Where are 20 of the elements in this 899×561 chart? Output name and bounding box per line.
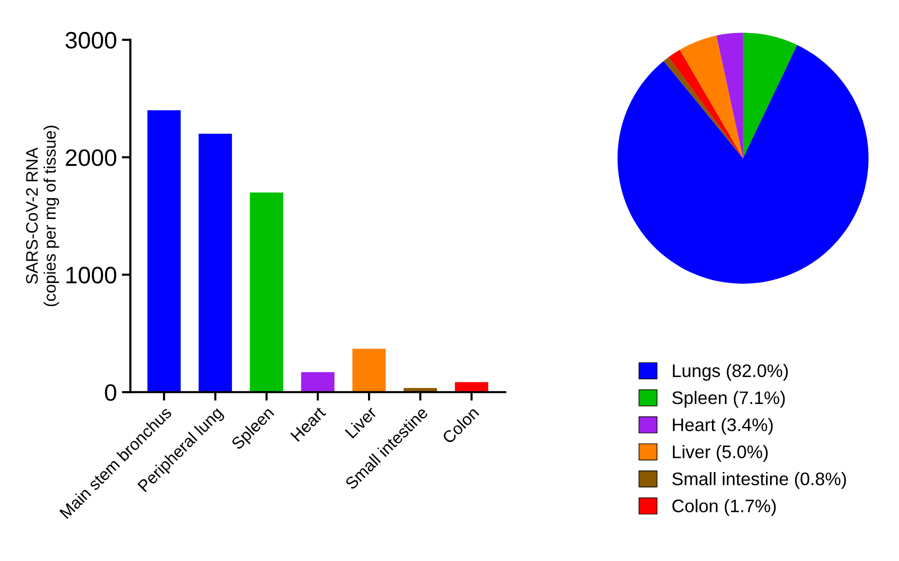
pie-slice <box>618 44 869 284</box>
bar <box>301 372 334 392</box>
y-tick-label: 3000 <box>66 32 116 49</box>
y-axis-title: SARS-CoV-2 RNA (copies per mg of tissue) <box>26 126 60 306</box>
y-tick-label: 1000 <box>66 266 116 284</box>
pie-slice <box>680 36 744 158</box>
legend-label: Spleen (7.1%) <box>672 390 785 408</box>
y-tick-label: 0 <box>104 384 116 401</box>
bar <box>198 134 232 392</box>
bar <box>147 110 181 392</box>
legend-label: Lungs (82.0%) <box>672 364 788 381</box>
legend-label: Liver (5.0%) <box>672 444 768 462</box>
pie-slice <box>716 32 744 158</box>
bar <box>352 348 386 392</box>
legend-label: Colon (1.7%) <box>672 499 776 516</box>
legend-label: Small intestine (0.8%) <box>672 472 846 489</box>
legend-label: Heart (3.4%) <box>672 418 773 435</box>
y-tick-label: 2000 <box>66 149 116 166</box>
bar <box>250 192 284 392</box>
pie-slice <box>743 32 798 158</box>
